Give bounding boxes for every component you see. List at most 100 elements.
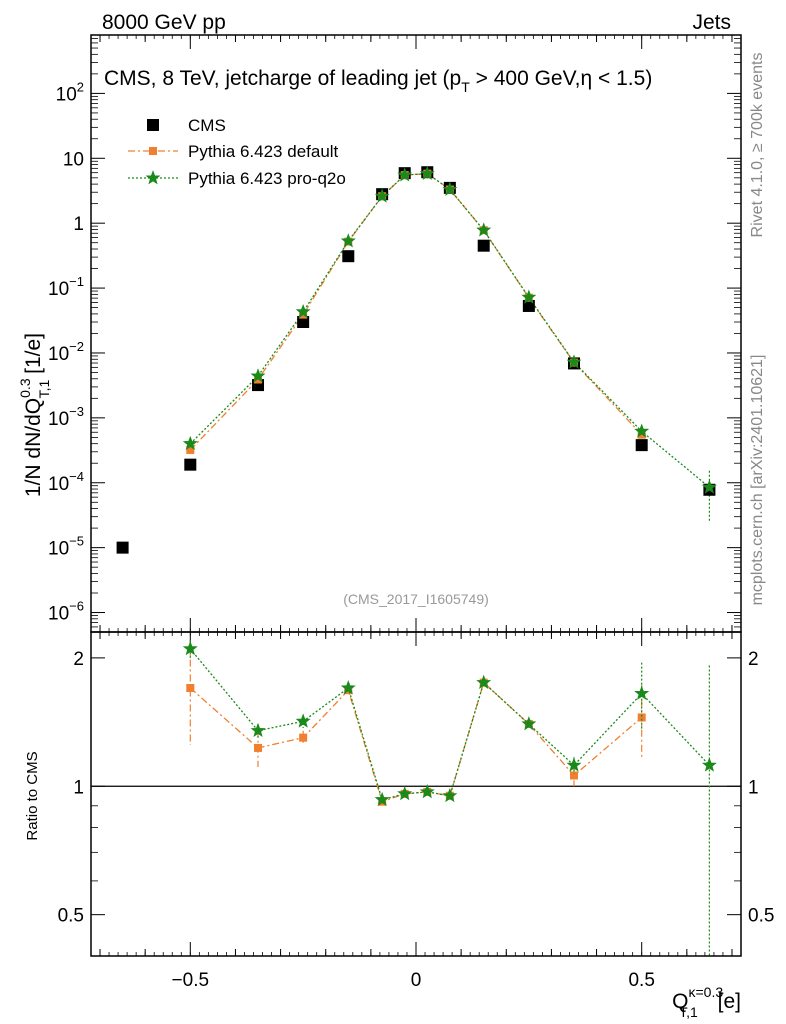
main-point-1	[186, 445, 195, 454]
main-y-tick-exp: −2	[69, 339, 84, 354]
main-point-0	[477, 239, 490, 252]
ratio-point-1	[397, 785, 413, 801]
ratio-point-1	[566, 757, 582, 772]
x-tick-label: 0.5	[628, 970, 654, 991]
ratio-y-tick-label-right: 0.5	[748, 906, 774, 927]
header-left: 8000 GeV pp	[102, 11, 226, 34]
main-y-tick-label: 10−6	[48, 599, 84, 625]
rivet-label: Rivet 4.1.0, ≥ 700k events	[749, 53, 766, 238]
main-point-2	[476, 222, 492, 237]
xlabel-sub: T,1	[679, 1004, 698, 1020]
main-point-2	[374, 188, 390, 203]
main-point-2	[701, 479, 717, 494]
ratio-point-0	[637, 713, 646, 722]
main-title-sub: T	[461, 79, 470, 95]
main-y-tick-label: 1	[73, 214, 84, 235]
ratio-point-0	[254, 743, 263, 752]
main-title-suffix: > 400 GeV,η < 1.5)	[470, 67, 653, 90]
ratio-panel: −0.5 0 0.5 0.5 0.5 1 1 2 2 Ratio to CMS Qκ=0.3 T,…	[24, 631, 774, 1020]
main-point-0	[116, 541, 129, 554]
ratio-ylabel: Ratio to CMS	[24, 751, 41, 840]
main-y-tick-label: 102	[56, 79, 84, 105]
ratio-point-0	[186, 683, 195, 692]
ratio-point-1	[295, 713, 311, 728]
main-point-0	[522, 299, 535, 312]
main-point-2	[182, 435, 198, 451]
x-tick-label: −0.5	[172, 970, 210, 991]
main-y-tick-base: 10	[48, 539, 69, 560]
main-title-prefix: CMS, 8 TeV, jetcharge of leading jet (p	[104, 67, 461, 90]
main-y-tick-exp: −6	[69, 599, 84, 614]
legend-marker	[149, 147, 157, 155]
ratio-point-1	[634, 685, 650, 700]
ratio-point-1	[182, 640, 198, 656]
main-point-2	[250, 368, 266, 383]
ratio-y-tick-label-right: 1	[748, 777, 759, 798]
legend-label: Pythia 6.423 pro-q2o	[188, 169, 346, 188]
main-point-1	[637, 430, 646, 439]
ratio-series-line	[189, 648, 710, 801]
ratio-point-1	[250, 722, 266, 738]
main-y-tick-label: 10−4	[48, 469, 84, 495]
main-y-tick-base: 1	[73, 214, 84, 235]
main-point-2	[634, 423, 650, 438]
ratio-y-tick-label: 2	[73, 649, 84, 670]
header-right: Jets	[692, 11, 731, 34]
main-point-2	[566, 354, 582, 369]
main-ylabel-sub: T,1	[36, 380, 52, 399]
main-ylabel: 1/N dN/dQ0.3 T,1 [1/e]	[17, 333, 52, 497]
main-y-tick-exp: −1	[69, 274, 84, 289]
main-point-2	[442, 181, 458, 196]
x-tick-label: 0	[411, 970, 422, 991]
ratio-point-1	[476, 674, 492, 689]
main-point-1	[254, 375, 263, 384]
main-y-tick-base: 10	[48, 344, 69, 365]
xlabel: Qκ=0.3 T,1 [e]	[672, 984, 741, 1020]
main-y-tick-label: 10−2	[48, 339, 84, 365]
legend-marker	[147, 119, 159, 131]
mcplots-label: mcplots.cern.ch [arXiv:2401.10621]	[749, 355, 766, 606]
ratio-y-tick-label-right: 2	[748, 649, 759, 670]
main-annotation: (CMS_2017_I1605749)	[343, 591, 489, 607]
main-y-tick-label: 10	[63, 149, 84, 170]
main-ylabel-sup: 0.3	[17, 378, 33, 398]
main-y-tick-label: 10−5	[48, 534, 84, 560]
ratio-point-1	[442, 787, 458, 803]
ratio-point-1	[374, 791, 390, 807]
ratio-y-tick-label: 1	[73, 777, 84, 798]
svg-text:1/N dN/dQ0.3T,1 [1/e]: 1/N dN/dQ0.3 T,1 [1/e]	[17, 333, 52, 497]
main-y-tick-base: 10	[48, 409, 69, 430]
main-y-tick-base: 10	[48, 604, 69, 625]
main-y-tick-base: 10	[48, 279, 69, 300]
main-series	[116, 165, 717, 554]
main-ylabel-b: [1/e]	[22, 333, 45, 380]
main-y-tick-base: 10	[63, 149, 84, 170]
xlabel-a: Q	[672, 990, 688, 1013]
main-y-tick-base: 10	[48, 474, 69, 495]
legend: CMS Pythia 6.423 default Pythia 6.423 pro-…	[128, 116, 346, 188]
main-point-2	[397, 167, 413, 182]
main-y-tick-base: 10	[56, 84, 77, 105]
main-point-0	[184, 458, 197, 471]
ratio-point-1	[521, 716, 537, 731]
main-ylabel-a: 1/N dN/dQ	[22, 398, 45, 497]
main-y-tick-label: 10−3	[48, 404, 84, 430]
main-point-2	[419, 165, 435, 181]
main-point-0	[297, 316, 310, 329]
ratio-panel-frame	[90, 631, 742, 957]
main-y-tick-exp: −5	[69, 534, 84, 549]
legend-label: Pythia 6.423 default	[188, 142, 339, 161]
xlabel-b: [e]	[712, 990, 741, 1013]
ratio-ticks: −0.5 0 0.5 0.5 0.5 1 1 2 2	[58, 632, 774, 991]
main-y-tick-exp: −3	[69, 404, 84, 419]
legend-label: CMS	[188, 116, 226, 135]
main-point-2	[521, 289, 537, 304]
main-point-2	[295, 304, 311, 319]
main-point-0	[342, 250, 355, 263]
ratio-point-0	[569, 771, 578, 780]
main-point-0	[635, 439, 648, 452]
ratio-point-1	[340, 680, 356, 695]
ratio-y-tick-label: 0.5	[58, 906, 84, 927]
